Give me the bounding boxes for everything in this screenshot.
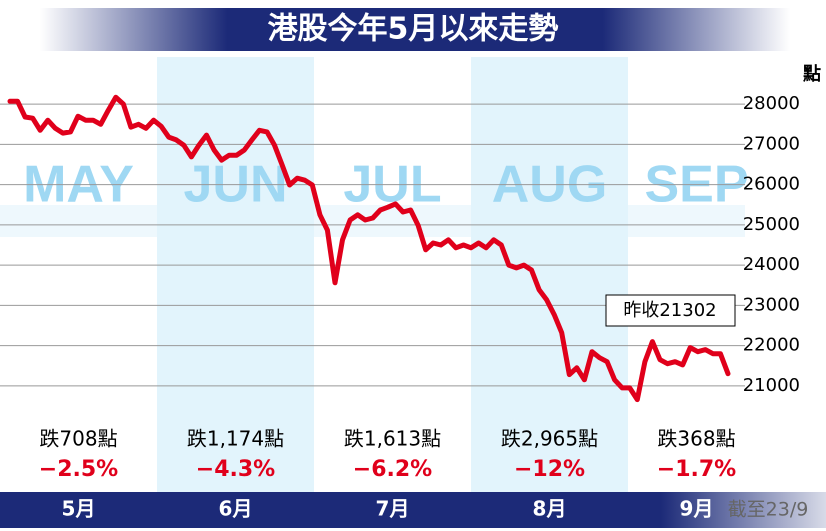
month-change: 跌2,965點 — [501, 427, 598, 451]
month-change: 跌368點 — [657, 427, 735, 451]
background: MAY JUN JUL AUG SEP — [0, 57, 749, 492]
month-band — [0, 205, 157, 237]
unit-label: 點 — [802, 64, 821, 85]
month-change: 跌708點 — [39, 427, 117, 451]
y-tick-label: 28000 — [743, 93, 800, 114]
month-label: 8月 — [533, 497, 567, 521]
month-label: 6月 — [219, 497, 253, 521]
y-tick-label: 25000 — [743, 214, 800, 235]
month-label: 7月 — [376, 497, 410, 521]
month-pct: −6.2% — [353, 457, 432, 482]
month-pct: −2.5% — [39, 457, 118, 482]
month-label: 9月 — [680, 497, 714, 521]
chart-title: 港股今年5月以來走勢 — [268, 12, 559, 47]
month-change: 跌1,613點 — [344, 427, 441, 451]
annotation: 昨收21302 — [623, 300, 716, 321]
month-change: 跌1,174點 — [187, 427, 284, 451]
y-tick-label: 26000 — [743, 174, 800, 195]
month-label: 5月 — [62, 497, 96, 521]
month-band — [314, 205, 471, 237]
annotation-box — [605, 294, 736, 327]
y-tick-label: 22000 — [743, 335, 800, 356]
y-tick-label: 27000 — [743, 133, 800, 154]
month-band — [628, 205, 745, 237]
month-pct: −1.7% — [657, 457, 736, 482]
month-pct: −4.3% — [196, 457, 275, 482]
month-pct: −12% — [514, 457, 585, 482]
month-stripe — [471, 57, 628, 492]
y-tick-label: 21000 — [743, 375, 800, 396]
month-bar — [0, 492, 826, 528]
month-stripe — [157, 57, 314, 492]
y-tick-label: 24000 — [743, 254, 800, 275]
price-line — [7, 94, 731, 403]
title-bar — [40, 8, 790, 51]
y-tick-label: 23000 — [743, 294, 800, 315]
note: 截至23/9 — [728, 499, 809, 521]
